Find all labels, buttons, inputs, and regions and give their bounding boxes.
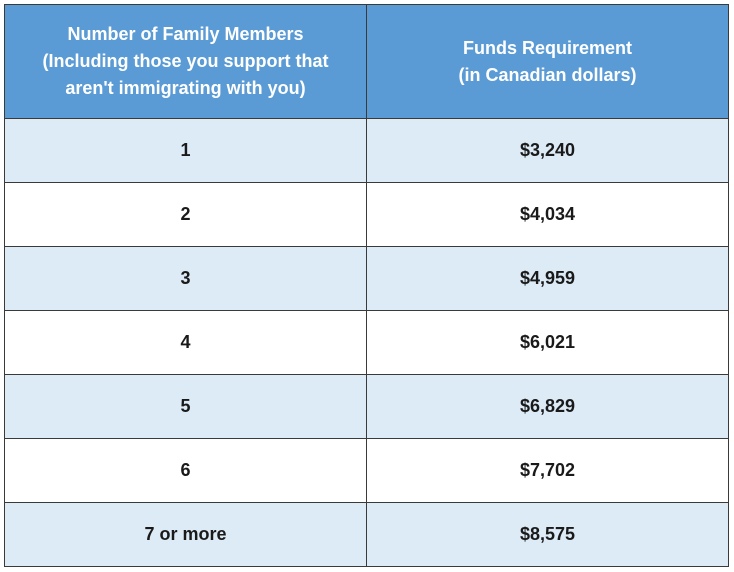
cell-funds: $4,034 [366,182,729,247]
table-row: 4 $6,021 [4,310,729,375]
table-row: 2 $4,034 [4,182,729,247]
cell-funds: $3,240 [366,118,729,183]
header-family-members-line-1: Number of Family Members [67,24,304,44]
cell-funds: $8,575 [366,502,729,567]
cell-funds: $7,702 [366,438,729,503]
table-row: 6 $7,702 [4,438,729,503]
header-family-members: Number of Family Members (Including thos… [4,4,367,119]
header-funds-requirement: Funds Requirement (in Canadian dollars) [366,4,729,119]
table-row: 3 $4,959 [4,246,729,311]
table-row: 1 $3,240 [4,118,729,183]
cell-funds: $6,021 [366,310,729,375]
table-body: 1 $3,240 2 $4,034 3 $4,959 4 $6,021 5 $6… [4,118,729,567]
cell-members: 5 [4,374,367,439]
table-row: 5 $6,829 [4,374,729,439]
cell-funds: $6,829 [366,374,729,439]
header-funds-requirement-line-1: Funds Requirement [462,37,632,58]
header-row: Number of Family Members (Including thos… [4,4,729,119]
header-family-members-line-2: (Including those you support that [42,51,329,71]
cell-members: 6 [4,438,367,503]
header-funds-requirement-line-2: (in Canadian dollars) [458,64,637,85]
funds-table-container: Number of Family Members (Including thos… [4,4,729,567]
funds-requirement-table: Number of Family Members (Including thos… [4,4,729,567]
cell-members: 4 [4,310,367,375]
cell-members: 7 or more [4,502,367,567]
cell-members: 2 [4,182,367,247]
cell-members: 1 [4,118,367,183]
cell-members: 3 [4,246,367,311]
cell-funds: $4,959 [366,246,729,311]
header-family-members-line-3: aren't immigrating with you) [65,78,306,98]
table-row: 7 or more $8,575 [4,502,729,567]
table-header: Number of Family Members (Including thos… [4,4,729,119]
